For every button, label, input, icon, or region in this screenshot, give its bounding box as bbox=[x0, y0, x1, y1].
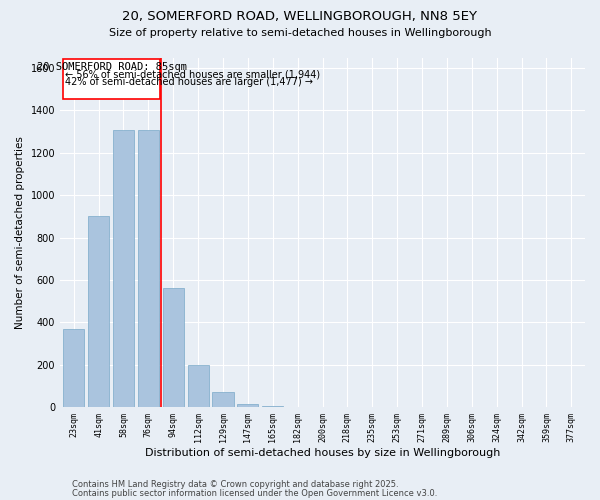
Bar bbox=[113, 130, 134, 407]
Text: 20, SOMERFORD ROAD, WELLINGBOROUGH, NN8 5EY: 20, SOMERFORD ROAD, WELLINGBOROUGH, NN8 … bbox=[122, 10, 478, 23]
Bar bbox=[163, 288, 184, 407]
Bar bbox=[63, 328, 84, 407]
Text: Contains HM Land Registry data © Crown copyright and database right 2025.: Contains HM Land Registry data © Crown c… bbox=[72, 480, 398, 489]
Text: 20 SOMERFORD ROAD: 85sqm: 20 SOMERFORD ROAD: 85sqm bbox=[37, 62, 187, 72]
Bar bbox=[212, 392, 233, 407]
X-axis label: Distribution of semi-detached houses by size in Wellingborough: Distribution of semi-detached houses by … bbox=[145, 448, 500, 458]
Text: Contains public sector information licensed under the Open Government Licence v3: Contains public sector information licen… bbox=[72, 490, 437, 498]
Text: 42% of semi-detached houses are larger (1,477) →: 42% of semi-detached houses are larger (… bbox=[65, 76, 313, 86]
Bar bbox=[262, 406, 283, 407]
Bar bbox=[88, 216, 109, 407]
Bar bbox=[188, 364, 209, 407]
Text: Size of property relative to semi-detached houses in Wellingborough: Size of property relative to semi-detach… bbox=[109, 28, 491, 38]
FancyBboxPatch shape bbox=[63, 58, 160, 99]
Text: ← 56% of semi-detached houses are smaller (1,944): ← 56% of semi-detached houses are smalle… bbox=[65, 70, 320, 80]
Bar bbox=[238, 404, 259, 407]
Y-axis label: Number of semi-detached properties: Number of semi-detached properties bbox=[15, 136, 25, 328]
Bar bbox=[138, 130, 159, 407]
